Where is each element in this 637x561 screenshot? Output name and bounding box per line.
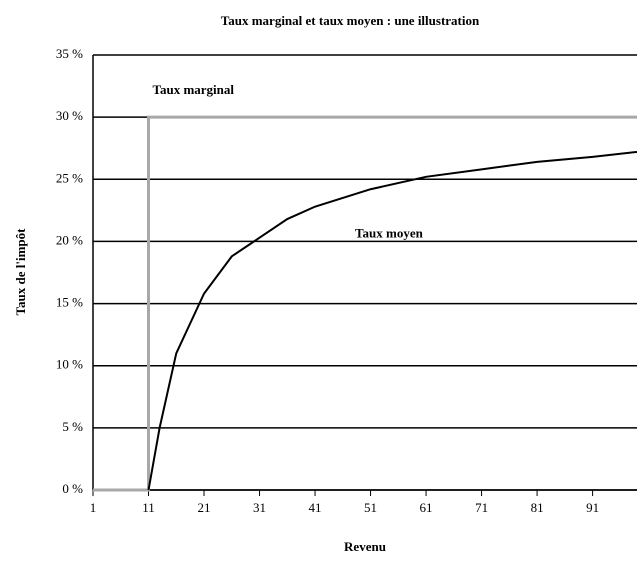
x-tick-label: 41 xyxy=(309,500,322,515)
x-tick-label: 1 xyxy=(90,500,97,515)
y-tick-label: 15 % xyxy=(56,295,83,310)
x-tick-label: 11 xyxy=(142,500,155,515)
x-tick-label: 51 xyxy=(364,500,377,515)
x-tick-label: 71 xyxy=(475,500,488,515)
y-tick-label: 5 % xyxy=(62,419,83,434)
y-axis-label: Taux de l'impôt xyxy=(13,228,28,316)
x-tick-label: 91 xyxy=(586,500,599,515)
chart-title: Taux marginal et taux moyen : une illust… xyxy=(221,13,480,28)
y-tick-label: 30 % xyxy=(56,108,83,123)
y-tick-label: 20 % xyxy=(56,232,83,247)
line xyxy=(93,115,637,492)
x-tick-label: 61 xyxy=(420,500,433,515)
x-tick-label: 21 xyxy=(198,500,211,515)
line xyxy=(147,150,637,491)
x-tick-label: 81 xyxy=(531,500,544,515)
x-axis-label: Revenu xyxy=(344,539,386,554)
y-tick-label: 0 % xyxy=(62,481,83,496)
y-tick-label: 10 % xyxy=(56,357,83,372)
x-tick-label: 31 xyxy=(253,500,266,515)
series-label: Taux moyen xyxy=(355,226,424,241)
y-tick-label: 25 % xyxy=(56,170,83,185)
series-label: Taux marginal xyxy=(153,82,235,97)
y-tick-label: 35 % xyxy=(56,46,83,61)
